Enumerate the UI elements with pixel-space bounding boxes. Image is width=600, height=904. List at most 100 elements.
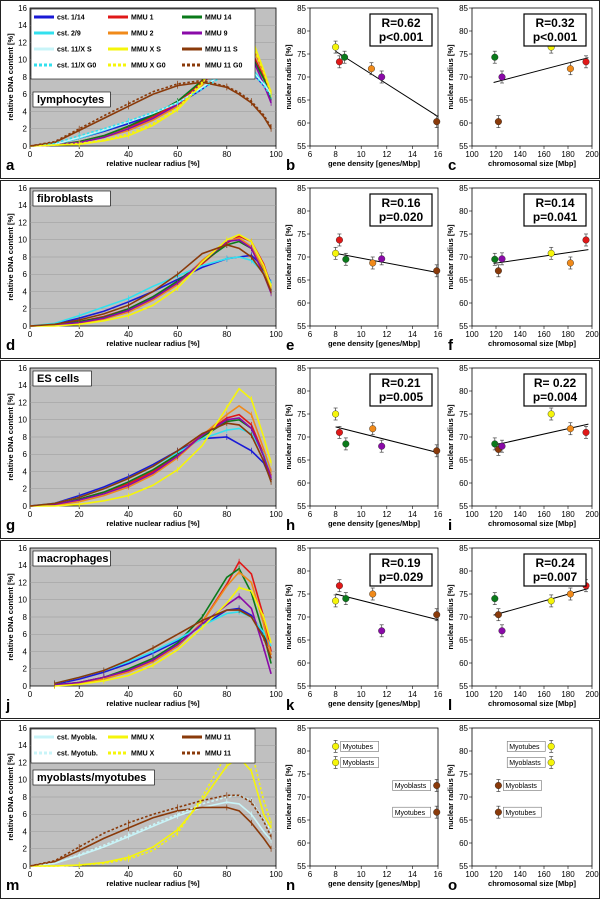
panel-i: 55 60 65 70 75 80 85 100 120 140 160 180 200 chromoso… [446, 364, 599, 534]
y-tick-label: 10 [18, 596, 27, 605]
y-tick-label: 85 [297, 184, 306, 193]
cell-type-title: ES cells [37, 373, 79, 385]
data-point [367, 65, 375, 73]
data-point [332, 410, 340, 418]
panel-letter: d [6, 337, 15, 354]
y-tick-label: 6 [23, 450, 28, 459]
x-tick-label: 12 [382, 150, 391, 159]
y-tick-label: 70 [459, 793, 468, 802]
panel-letter: a [6, 157, 15, 174]
x-tick-label: 0 [28, 510, 33, 519]
stats-box [523, 13, 587, 47]
x-tick-label: 20 [75, 510, 84, 519]
data-point [547, 759, 555, 767]
y-tick-label: 55 [459, 322, 468, 331]
y-tick-label: 70 [297, 433, 306, 442]
stats-box [369, 193, 433, 227]
stats-p-value: p<0.001 [533, 30, 578, 44]
x-tick-label: 200 [585, 510, 599, 519]
y-axis-label: nuclear radius [%] [446, 584, 455, 650]
cell-type-title-box [32, 769, 155, 786]
stats-p-value: p<0.001 [379, 30, 424, 44]
x-axis-label: relative nuclear radius [%] [106, 699, 200, 708]
y-tick-label: 65 [459, 456, 468, 465]
panel-letter: i [448, 517, 452, 534]
x-tick-label: 80 [222, 870, 231, 879]
x-tick-label: 120 [489, 150, 503, 159]
x-axis-label: relative nuclear radius [%] [106, 519, 200, 528]
point-label-box [506, 741, 546, 752]
x-tick-label: 180 [561, 330, 575, 339]
stats-r-value: R=0.16 [381, 196, 420, 210]
stats-box [369, 553, 433, 587]
legend-entry: MMU 11 [205, 751, 231, 758]
y-axis-label: nuclear radius [%] [446, 224, 455, 290]
y-tick-label: 4 [23, 827, 28, 836]
y-tick-label: 55 [297, 862, 306, 871]
y-axis-label: relative DNA content [%] [6, 213, 15, 301]
y-tick-label: 55 [459, 502, 468, 511]
data-point [378, 627, 386, 635]
panel-letter: m [6, 877, 19, 894]
data-point [378, 255, 386, 263]
panel-h: 55 60 65 70 75 80 85 6 8 10 12 14 16 gene density [ge… [284, 364, 443, 534]
data-point [498, 255, 506, 263]
x-tick-label: 100 [465, 150, 479, 159]
y-tick-label: 55 [297, 322, 306, 331]
data-point [342, 255, 350, 263]
y-tick-label: 6 [23, 270, 28, 279]
data-point [547, 410, 555, 418]
y-tick-label: 4 [23, 467, 28, 476]
y-tick-label: 6 [23, 630, 28, 639]
cell-type-title-box [32, 190, 111, 207]
data-point [332, 742, 340, 750]
y-tick-label: 70 [297, 793, 306, 802]
y-tick-label: 65 [459, 636, 468, 645]
panel-j: 0 2 4 6 8 10 12 14 16 0 20 40 60 80 100 relative nuclea… [5, 544, 283, 714]
y-tick-label: 85 [459, 724, 468, 733]
x-axis-label: gene density [genes/Mbp] [328, 339, 421, 348]
y-tick-label: 80 [297, 27, 306, 36]
x-tick-label: 60 [173, 510, 182, 519]
y-tick-label: 4 [23, 287, 28, 296]
y-tick-label: 8 [23, 73, 28, 82]
x-tick-label: 100 [269, 510, 283, 519]
panel-a: 0 2 4 6 8 10 12 14 16 0 20 40 60 80 100 relative nuclea… [6, 4, 283, 174]
cell-type-title: macrophages [37, 553, 109, 565]
data-point [433, 118, 441, 126]
x-tick-label: 180 [561, 510, 575, 519]
y-tick-label: 65 [459, 96, 468, 105]
panel-k: 55 60 65 70 75 80 85 6 8 10 12 14 16 gene density [ge… [284, 544, 443, 714]
y-tick-label: 65 [297, 96, 306, 105]
y-tick-label: 14 [18, 561, 27, 570]
legend-top: cst. 1/14 MMU 1 MMU 14 cst. 2/9 MMU 2 MMU 9 cs… [30, 8, 256, 80]
x-tick-label: 10 [357, 150, 366, 159]
y-tick-label: 70 [297, 613, 306, 622]
panel-g: 0 2 4 6 8 10 12 14 16 0 20 40 60 80 100 relative nuclea… [6, 364, 283, 534]
x-tick-label: 14 [408, 330, 417, 339]
y-tick-label: 8 [23, 793, 28, 802]
y-tick-label: 85 [297, 724, 306, 733]
x-tick-label: 10 [357, 870, 366, 879]
regression-line [335, 252, 439, 274]
data-point [494, 782, 502, 790]
data-point [494, 611, 502, 619]
y-tick-label: 70 [297, 73, 306, 82]
y-tick-label: 80 [297, 567, 306, 576]
stats-p-value: p=0.029 [379, 570, 424, 584]
point-label-box [392, 806, 431, 818]
regression-line [493, 57, 589, 84]
data-point [433, 611, 441, 619]
x-tick-label: 60 [173, 150, 182, 159]
data-point [332, 759, 340, 767]
y-tick-label: 55 [297, 142, 306, 151]
data-point [433, 267, 441, 275]
y-tick-label: 70 [459, 613, 468, 622]
y-tick-label: 10 [18, 236, 27, 245]
x-tick-label: 100 [269, 330, 283, 339]
legend-entry: cst. 11/X G0 [57, 63, 96, 70]
x-tick-label: 100 [269, 150, 283, 159]
y-tick-label: 2 [23, 485, 28, 494]
data-point [332, 43, 340, 51]
